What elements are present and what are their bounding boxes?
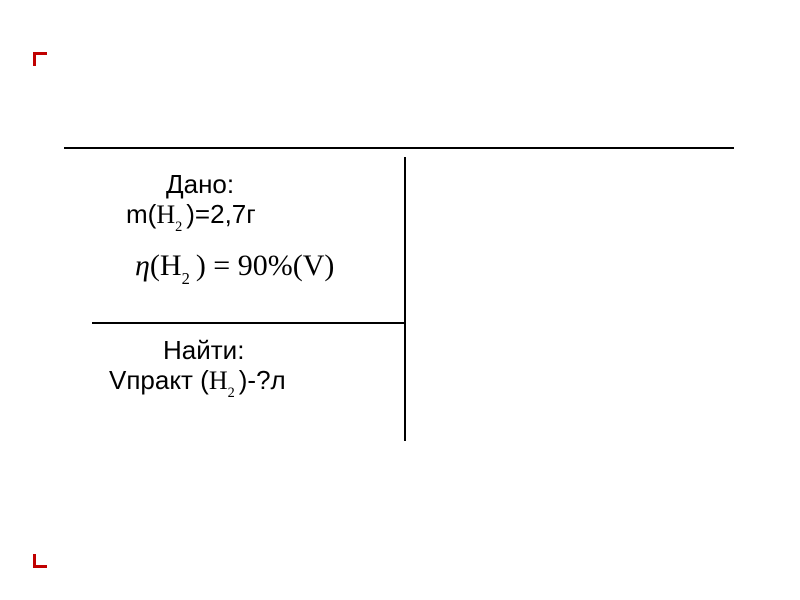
mass-suffix: )=2,7г bbox=[186, 199, 255, 230]
eta-symbol: η bbox=[135, 249, 150, 282]
find-line: Vпракт ( H2 )-?л bbox=[109, 365, 286, 400]
mass-species: H2 bbox=[156, 200, 182, 234]
mass-line: m( H2 )=2,7г bbox=[126, 199, 256, 234]
mass-species-sub: 2 bbox=[175, 219, 182, 235]
find-text: Найти: bbox=[163, 335, 244, 366]
divider-horizontal bbox=[92, 322, 404, 324]
divider-vertical bbox=[404, 157, 406, 441]
corner-marker-bottom-left bbox=[33, 554, 47, 568]
yield-species: H bbox=[160, 249, 182, 282]
mass-prefix: m( bbox=[126, 199, 156, 230]
yield-line: η(H2 ) = 90%(V) bbox=[135, 249, 334, 287]
find-species: H2 bbox=[209, 366, 235, 400]
yield-open: ( bbox=[150, 249, 160, 282]
yield-formula: η(H2 ) = 90%(V) bbox=[135, 249, 334, 287]
find-label: Найти: bbox=[163, 335, 244, 366]
given-text: Дано: bbox=[166, 169, 234, 200]
corner-marker-top-left bbox=[33, 52, 47, 66]
find-species-sub: 2 bbox=[228, 385, 235, 401]
title-underline bbox=[64, 147, 734, 149]
yield-close: ) = 90%(V) bbox=[196, 249, 335, 282]
find-species-sym: H bbox=[209, 366, 228, 395]
given-label: Дано: bbox=[166, 169, 234, 200]
yield-species-sub: 2 bbox=[182, 269, 190, 288]
find-suffix: )-?л bbox=[239, 365, 286, 396]
mass-species-sym: H bbox=[156, 200, 175, 229]
find-prefix: Vпракт ( bbox=[109, 365, 209, 396]
